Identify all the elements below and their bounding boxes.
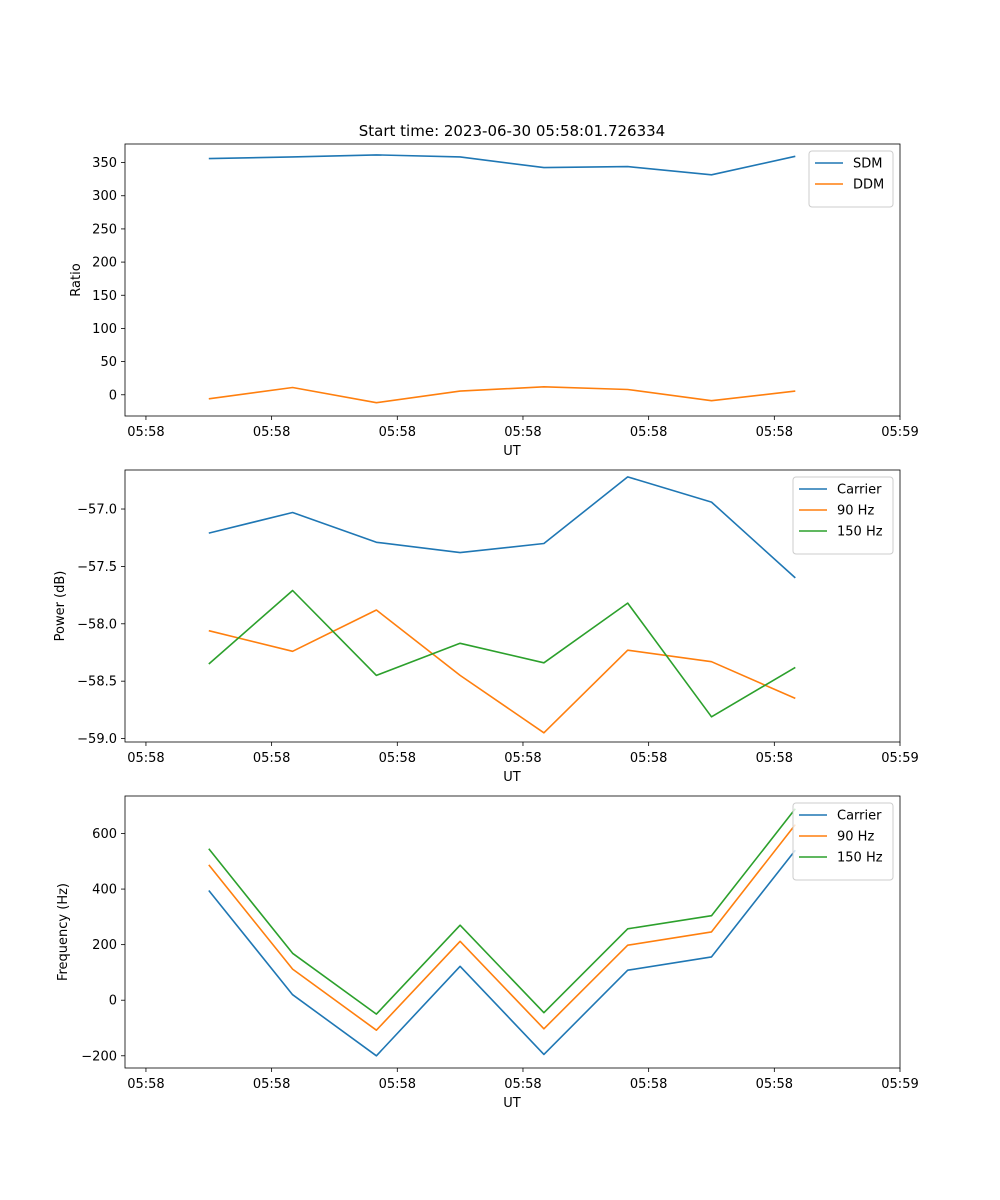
y-tick-label: 0 — [109, 388, 117, 403]
y-axis-label: Ratio — [69, 263, 84, 296]
x-tick-label: 05:58 — [756, 751, 793, 766]
x-tick-label: 05:59 — [881, 751, 918, 766]
chart-panel-1: 05:58 05:58 05:58 05:58 05:58 05:58 05:59 0 50 10… — [69, 143, 919, 459]
y-tick-label: 50 — [100, 355, 117, 370]
figure-title: Start time: 2023-06-30 05:58:01.726334 — [359, 122, 665, 140]
x-tick-label: 05:58 — [756, 425, 793, 440]
series-line — [208, 154, 796, 176]
x-tick-label: 05:58 — [253, 1077, 290, 1092]
y-tick-label: −57.5 — [77, 560, 117, 575]
x-axis-label: UT — [503, 444, 521, 459]
y-tick-label: 350 — [92, 156, 117, 171]
axes-frame — [124, 795, 901, 1069]
x-tick-label: 05:58 — [630, 1077, 667, 1092]
y-tick-label: 200 — [92, 938, 117, 953]
legend-entry: 90 Hz — [837, 504, 874, 519]
series-line — [208, 589, 796, 718]
legend-entry: Carrier — [837, 483, 882, 498]
y-tick-label: −59.0 — [77, 732, 117, 747]
legend: SDM DDM — [808, 150, 894, 208]
legend-entry: Carrier — [837, 809, 882, 824]
legend-entry: DDM — [853, 178, 884, 193]
x-tick-label: 05:58 — [379, 1077, 416, 1092]
legend-entry: 150 Hz — [837, 851, 883, 866]
y-tick-label: 400 — [92, 883, 117, 898]
x-tick-label: 05:58 — [379, 425, 416, 440]
y-tick-label: 150 — [92, 289, 117, 304]
y-tick-label: −57.0 — [77, 503, 117, 518]
series-line — [208, 476, 796, 579]
x-axis-label: UT — [503, 1096, 521, 1111]
series-line — [208, 824, 796, 1031]
y-tick-label: −58.5 — [77, 675, 117, 690]
series-line — [208, 609, 796, 734]
x-axis-label: UT — [503, 770, 521, 785]
x-tick-label: 05:58 — [504, 425, 541, 440]
series-line — [208, 808, 796, 1015]
axes-frame — [124, 469, 901, 743]
y-axis-label: Frequency (Hz) — [56, 883, 71, 981]
legend-entry: 90 Hz — [837, 830, 874, 845]
y-axis-label: Power (dB) — [53, 571, 68, 642]
x-tick-label: 05:58 — [253, 425, 290, 440]
y-tick-label: 250 — [92, 222, 117, 237]
x-tick-label: 05:58 — [253, 751, 290, 766]
series-line — [208, 385, 796, 404]
legend: Carrier 90 Hz 150 Hz — [792, 476, 894, 555]
y-tick-label: 100 — [92, 322, 117, 337]
series-line — [208, 849, 796, 1057]
x-tick-label: 05:58 — [127, 425, 164, 440]
x-tick-label: 05:58 — [127, 751, 164, 766]
y-tick-label: −200 — [81, 1049, 117, 1064]
axes-frame — [124, 143, 901, 417]
legend: Carrier 90 Hz 150 Hz — [792, 802, 894, 881]
y-tick-label: 600 — [92, 827, 117, 842]
legend-box — [792, 802, 894, 881]
x-tick-label: 05:58 — [630, 425, 667, 440]
x-tick-label: 05:58 — [127, 1077, 164, 1092]
legend-entry: 150 Hz — [837, 525, 883, 540]
legend-entry: SDM — [853, 157, 882, 172]
x-tick-label: 05:59 — [881, 425, 918, 440]
x-tick-label: 05:58 — [630, 751, 667, 766]
y-tick-label: 0 — [109, 994, 117, 1009]
x-tick-label: 05:59 — [881, 1077, 918, 1092]
x-tick-label: 05:58 — [504, 1077, 541, 1092]
y-tick-label: 200 — [92, 256, 117, 271]
x-tick-label: 05:58 — [379, 751, 416, 766]
y-tick-label: 300 — [92, 189, 117, 204]
x-tick-label: 05:58 — [756, 1077, 793, 1092]
legend-box — [808, 150, 894, 208]
chart-panels: 05:58 05:58 05:58 05:58 05:58 05:58 05:59 0 50 10… — [53, 143, 919, 1111]
x-tick-label: 05:58 — [504, 751, 541, 766]
chart-panel-3: 05:58 05:58 05:58 05:58 05:58 05:58 05:59 −200 0… — [56, 795, 919, 1111]
chart-panel-2: 05:58 05:58 05:58 05:58 05:58 05:58 05:59 −59.0… — [53, 469, 919, 785]
y-tick-label: −58.0 — [77, 617, 117, 632]
legend-box — [792, 476, 894, 555]
